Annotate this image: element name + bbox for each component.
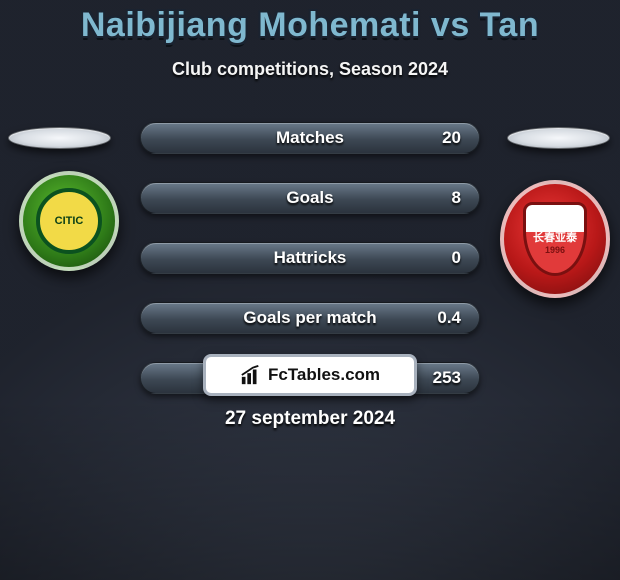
comparison-card: Naibijiang Mohemati vs Tan Club competit… — [0, 0, 620, 580]
stat-right: 253 — [421, 368, 461, 388]
stat-label: Goals — [199, 188, 421, 208]
right-crest-year: 1996 — [545, 245, 565, 255]
table-row: Matches 20 — [140, 122, 480, 154]
stat-label: Goals per match — [199, 308, 421, 328]
right-crest-cn: 长春亚泰 — [533, 229, 577, 245]
table-row: Goals per match 0.4 — [140, 302, 480, 334]
stat-right: 0 — [421, 248, 461, 268]
right-ellipse — [507, 127, 610, 149]
stat-label: Matches — [199, 128, 421, 148]
left-crest-text: CITIC — [55, 216, 84, 227]
subtitle: Club competitions, Season 2024 — [0, 59, 620, 80]
stat-right: 20 — [421, 128, 461, 148]
date-label: 27 september 2024 — [0, 408, 620, 430]
table-row: Hattricks 0 — [140, 242, 480, 274]
right-club-crest: 长春亚泰 1996 — [500, 180, 610, 298]
left-crest-inner: CITIC — [36, 188, 102, 254]
stat-right: 8 — [421, 188, 461, 208]
table-row: Goals 8 — [140, 182, 480, 214]
stat-label: Hattricks — [199, 248, 421, 268]
bars-icon — [240, 364, 262, 386]
right-crest-shield: 长春亚泰 1996 — [523, 202, 587, 276]
page-title: Naibijiang Mohemati vs Tan — [0, 6, 620, 45]
left-ellipse — [8, 127, 111, 149]
stat-right: 0.4 — [421, 308, 461, 328]
left-club-crest: CITIC — [19, 171, 119, 271]
fctables-link[interactable]: FcTables.com — [203, 354, 417, 396]
fctables-label: FcTables.com — [268, 365, 380, 385]
